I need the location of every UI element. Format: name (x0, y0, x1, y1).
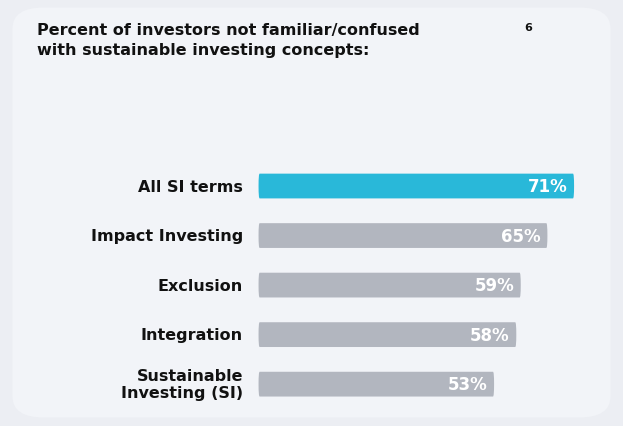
FancyBboxPatch shape (259, 322, 516, 347)
Text: 53%: 53% (448, 375, 487, 393)
Text: 6: 6 (525, 23, 533, 33)
FancyBboxPatch shape (12, 9, 611, 417)
FancyBboxPatch shape (259, 174, 574, 199)
FancyBboxPatch shape (259, 224, 548, 248)
Text: Impact Investing: Impact Investing (91, 228, 243, 244)
Text: All SI terms: All SI terms (138, 179, 243, 194)
Text: 59%: 59% (474, 276, 514, 294)
Text: 65%: 65% (501, 227, 541, 245)
Text: Percent of investors not familiar/confused
with sustainable investing concepts:: Percent of investors not familiar/confus… (37, 23, 420, 58)
Text: Sustainable
Investing (SI): Sustainable Investing (SI) (121, 368, 243, 400)
Text: 58%: 58% (470, 326, 510, 344)
Text: Exclusion: Exclusion (158, 278, 243, 293)
Text: 71%: 71% (528, 178, 568, 196)
Text: Integration: Integration (141, 327, 243, 343)
FancyBboxPatch shape (259, 372, 494, 397)
FancyBboxPatch shape (259, 273, 521, 298)
